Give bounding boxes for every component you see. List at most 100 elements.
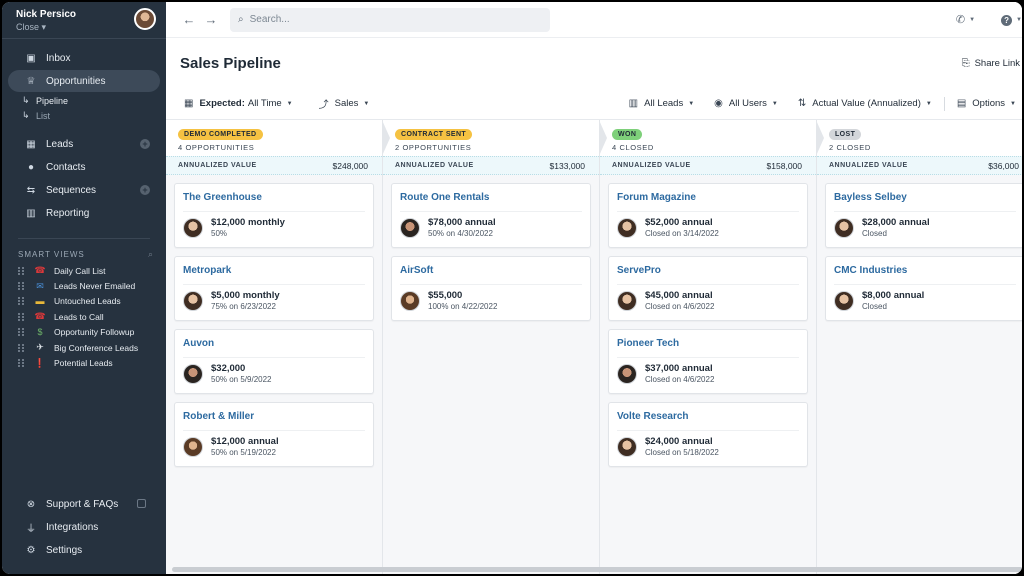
horizontal-scrollbar[interactable] bbox=[172, 567, 1022, 572]
opportunity-lead-name[interactable]: Bayless Selbey bbox=[834, 192, 1016, 212]
person-icon: ● bbox=[27, 161, 35, 173]
add-icon[interactable]: + bbox=[140, 139, 150, 149]
sub-arrow-icon: ↳ bbox=[22, 95, 30, 105]
org-switcher[interactable]: Close ▾ bbox=[16, 22, 47, 32]
annualized-value-label: ANNUALIZED VALUE bbox=[612, 162, 691, 169]
phone-menu[interactable]: ✆ ▼ bbox=[956, 13, 975, 26]
help-menu[interactable]: ? ▼ bbox=[1001, 14, 1022, 26]
opportunity-values: $24,000 annual Closed on 5/18/2022 bbox=[645, 436, 719, 457]
smart-view-emoji-icon: ☎ bbox=[34, 265, 46, 276]
pipeline-filter[interactable]: ⤴ Sales ▼ bbox=[319, 96, 370, 111]
opportunity-card[interactable]: Forum Magazine $52,000 annual Closed on 3/… bbox=[608, 183, 808, 248]
opportunity-card[interactable]: Bayless Selbey $28,000 annual Closed bbox=[825, 183, 1022, 248]
opportunity-card[interactable]: The Greenhouse $12,000 monthly 50% bbox=[174, 183, 374, 248]
avatar bbox=[617, 436, 637, 457]
expected-filter[interactable]: ▦ Expected: All Time ▼ bbox=[184, 98, 293, 109]
smart-view-item[interactable]: ✉ Leads Never Emailed bbox=[2, 278, 166, 293]
smart-view-item[interactable]: ❗ Potential Leads bbox=[2, 355, 166, 370]
opportunity-detail-row: $5,000 monthly 75% on 6/23/2022 bbox=[183, 290, 365, 311]
opportunity-card[interactable]: Volte Research $24,000 annual Closed on 5/… bbox=[608, 402, 808, 467]
column-header: LOST 2 CLOSED bbox=[817, 120, 1022, 156]
sidebar-item-opportunities[interactable]: ♕ Opportunities bbox=[8, 70, 160, 92]
sidebar-subitem-pipeline[interactable]: ↳ Pipeline bbox=[2, 93, 166, 108]
smart-view-label: Opportunity Followup bbox=[54, 327, 135, 338]
annualized-value-amount: $248,000 bbox=[332, 160, 368, 171]
share-link-button[interactable]: ⎘ Share Link bbox=[962, 58, 1020, 69]
opportunity-card[interactable]: Robert & Miller $12,000 annual 50% on 5/19… bbox=[174, 402, 374, 467]
smart-view-item[interactable]: ▬ Untouched Leads bbox=[2, 294, 166, 309]
opportunity-count: 2 OPPORTUNITIES bbox=[395, 143, 472, 152]
annualized-value-label: ANNUALIZED VALUE bbox=[178, 162, 257, 169]
share-icon: ⎘ bbox=[961, 57, 970, 69]
opportunity-lead-name[interactable]: Pioneer Tech bbox=[617, 338, 799, 358]
search-input[interactable] bbox=[249, 14, 530, 25]
opportunity-card[interactable]: AirSoft $55,000 100% on 4/22/2022 bbox=[391, 256, 591, 321]
opportunity-values: $37,000 annual Closed on 4/6/2022 bbox=[645, 363, 714, 384]
opportunity-card[interactable]: ServePro $45,000 annual Closed on 4/6/2022 bbox=[608, 256, 808, 321]
drag-handle-icon[interactable] bbox=[18, 297, 24, 306]
sidebar-item-support-faqs[interactable]: ⊗ Support & FAQs bbox=[8, 493, 160, 515]
opportunity-lead-name[interactable]: Forum Magazine bbox=[617, 192, 799, 212]
sidebar: Nick Persico Close ▾ ▣ Inbox ♕ Opportunitie… bbox=[2, 2, 166, 574]
sidebar-item-leads[interactable]: ▦ Leads + bbox=[8, 133, 160, 155]
user-avatar[interactable] bbox=[134, 8, 156, 30]
forward-arrow-icon[interactable]: → bbox=[204, 12, 218, 27]
opportunity-card[interactable]: Pioneer Tech $37,000 annual Closed on 4/6/… bbox=[608, 329, 808, 394]
chevron-down-icon: ▼ bbox=[771, 100, 778, 107]
sort-filter[interactable]: ⇅ Actual Value (Annualized) ▼ bbox=[798, 98, 932, 109]
sidebar-item-reporting[interactable]: ▥ Reporting bbox=[8, 202, 160, 224]
opportunity-detail-row: $28,000 annual Closed bbox=[834, 217, 1016, 238]
search-icon[interactable]: ⌕ bbox=[147, 248, 154, 259]
opportunity-card[interactable]: Metropark $5,000 monthly 75% on 6/23/2022 bbox=[174, 256, 374, 321]
drag-handle-icon[interactable] bbox=[18, 328, 24, 337]
opportunity-detail-row: $32,000 50% on 5/9/2022 bbox=[183, 363, 365, 384]
annualized-value-bar: ANNUALIZED VALUE $158,000 bbox=[600, 156, 816, 175]
leads-filter[interactable]: ▥ All Leads ▼ bbox=[629, 98, 695, 109]
drag-handle-icon[interactable] bbox=[18, 359, 24, 368]
sidebar-item-settings[interactable]: ⚙ Settings bbox=[8, 539, 160, 561]
sidebar-item-integrations[interactable]: ⏚ Integrations bbox=[8, 516, 160, 538]
user-menu[interactable]: Nick Persico Close ▾ bbox=[2, 2, 166, 38]
smart-view-item[interactable]: ✈ Big Conference Leads bbox=[2, 340, 166, 355]
smart-view-item[interactable]: ☎ Leads to Call bbox=[2, 309, 166, 324]
add-icon[interactable]: + bbox=[140, 185, 150, 195]
avatar bbox=[400, 217, 420, 238]
drag-handle-icon[interactable] bbox=[18, 343, 24, 352]
sidebar-item-contacts[interactable]: ● Contacts bbox=[8, 156, 160, 178]
search-box[interactable]: ⌕ bbox=[230, 7, 550, 32]
drag-handle-icon[interactable] bbox=[18, 266, 24, 275]
opportunity-detail-row: $8,000 annual Closed bbox=[834, 290, 1016, 311]
opportunity-lead-name[interactable]: CMC Industries bbox=[834, 265, 1016, 285]
opportunity-lead-name[interactable]: Volte Research bbox=[617, 411, 799, 431]
drag-handle-icon[interactable] bbox=[18, 312, 24, 321]
options-menu[interactable]: ▤ Options ▼ bbox=[957, 98, 1016, 109]
column-header: DEMO COMPLETED 4 OPPORTUNITIES bbox=[166, 120, 390, 156]
back-arrow-icon[interactable]: ← bbox=[182, 12, 196, 27]
opportunity-lead-name[interactable]: The Greenhouse bbox=[183, 192, 365, 212]
opportunity-lead-name[interactable]: Metropark bbox=[183, 265, 365, 285]
smart-view-label: Leads Never Emailed bbox=[54, 281, 136, 292]
opportunity-lead-name[interactable]: ServePro bbox=[617, 265, 799, 285]
sidebar-item-inbox[interactable]: ▣ Inbox bbox=[8, 47, 160, 69]
chart-icon: ▥ bbox=[26, 207, 36, 219]
opportunity-count: 4 OPPORTUNITIES bbox=[178, 143, 255, 152]
annualized-value-label: ANNUALIZED VALUE bbox=[829, 162, 908, 169]
opportunity-confidence: Closed bbox=[862, 229, 887, 238]
opportunity-card[interactable]: Route One Rentals $78,000 annual 50% on 4/… bbox=[391, 183, 591, 248]
opportunity-card[interactable]: CMC Industries $8,000 annual Closed bbox=[825, 256, 1022, 321]
opportunity-lead-name[interactable]: Robert & Miller bbox=[183, 411, 365, 431]
smart-view-emoji-icon: ✈ bbox=[36, 342, 44, 353]
opportunity-value: $45,000 annual bbox=[645, 290, 713, 301]
user-name: Nick Persico bbox=[16, 9, 77, 20]
smart-view-item[interactable]: $ Opportunity Followup bbox=[2, 325, 166, 340]
drag-handle-icon[interactable] bbox=[18, 282, 24, 291]
opportunity-card[interactable]: Auvon $32,000 50% on 5/9/2022 bbox=[174, 329, 374, 394]
users-filter[interactable]: ◉ All Users ▼ bbox=[714, 98, 778, 109]
sidebar-item-sequences[interactable]: ⇆ Sequences + bbox=[8, 179, 160, 201]
smart-view-item[interactable]: ☎ Daily Call List bbox=[2, 263, 166, 278]
calendar-icon: ▦ bbox=[184, 98, 194, 109]
opportunity-lead-name[interactable]: AirSoft bbox=[400, 265, 582, 285]
opportunity-lead-name[interactable]: Route One Rentals bbox=[400, 192, 582, 212]
opportunity-lead-name[interactable]: Auvon bbox=[183, 338, 365, 358]
sidebar-subitem-list[interactable]: ↳ List bbox=[2, 108, 166, 123]
